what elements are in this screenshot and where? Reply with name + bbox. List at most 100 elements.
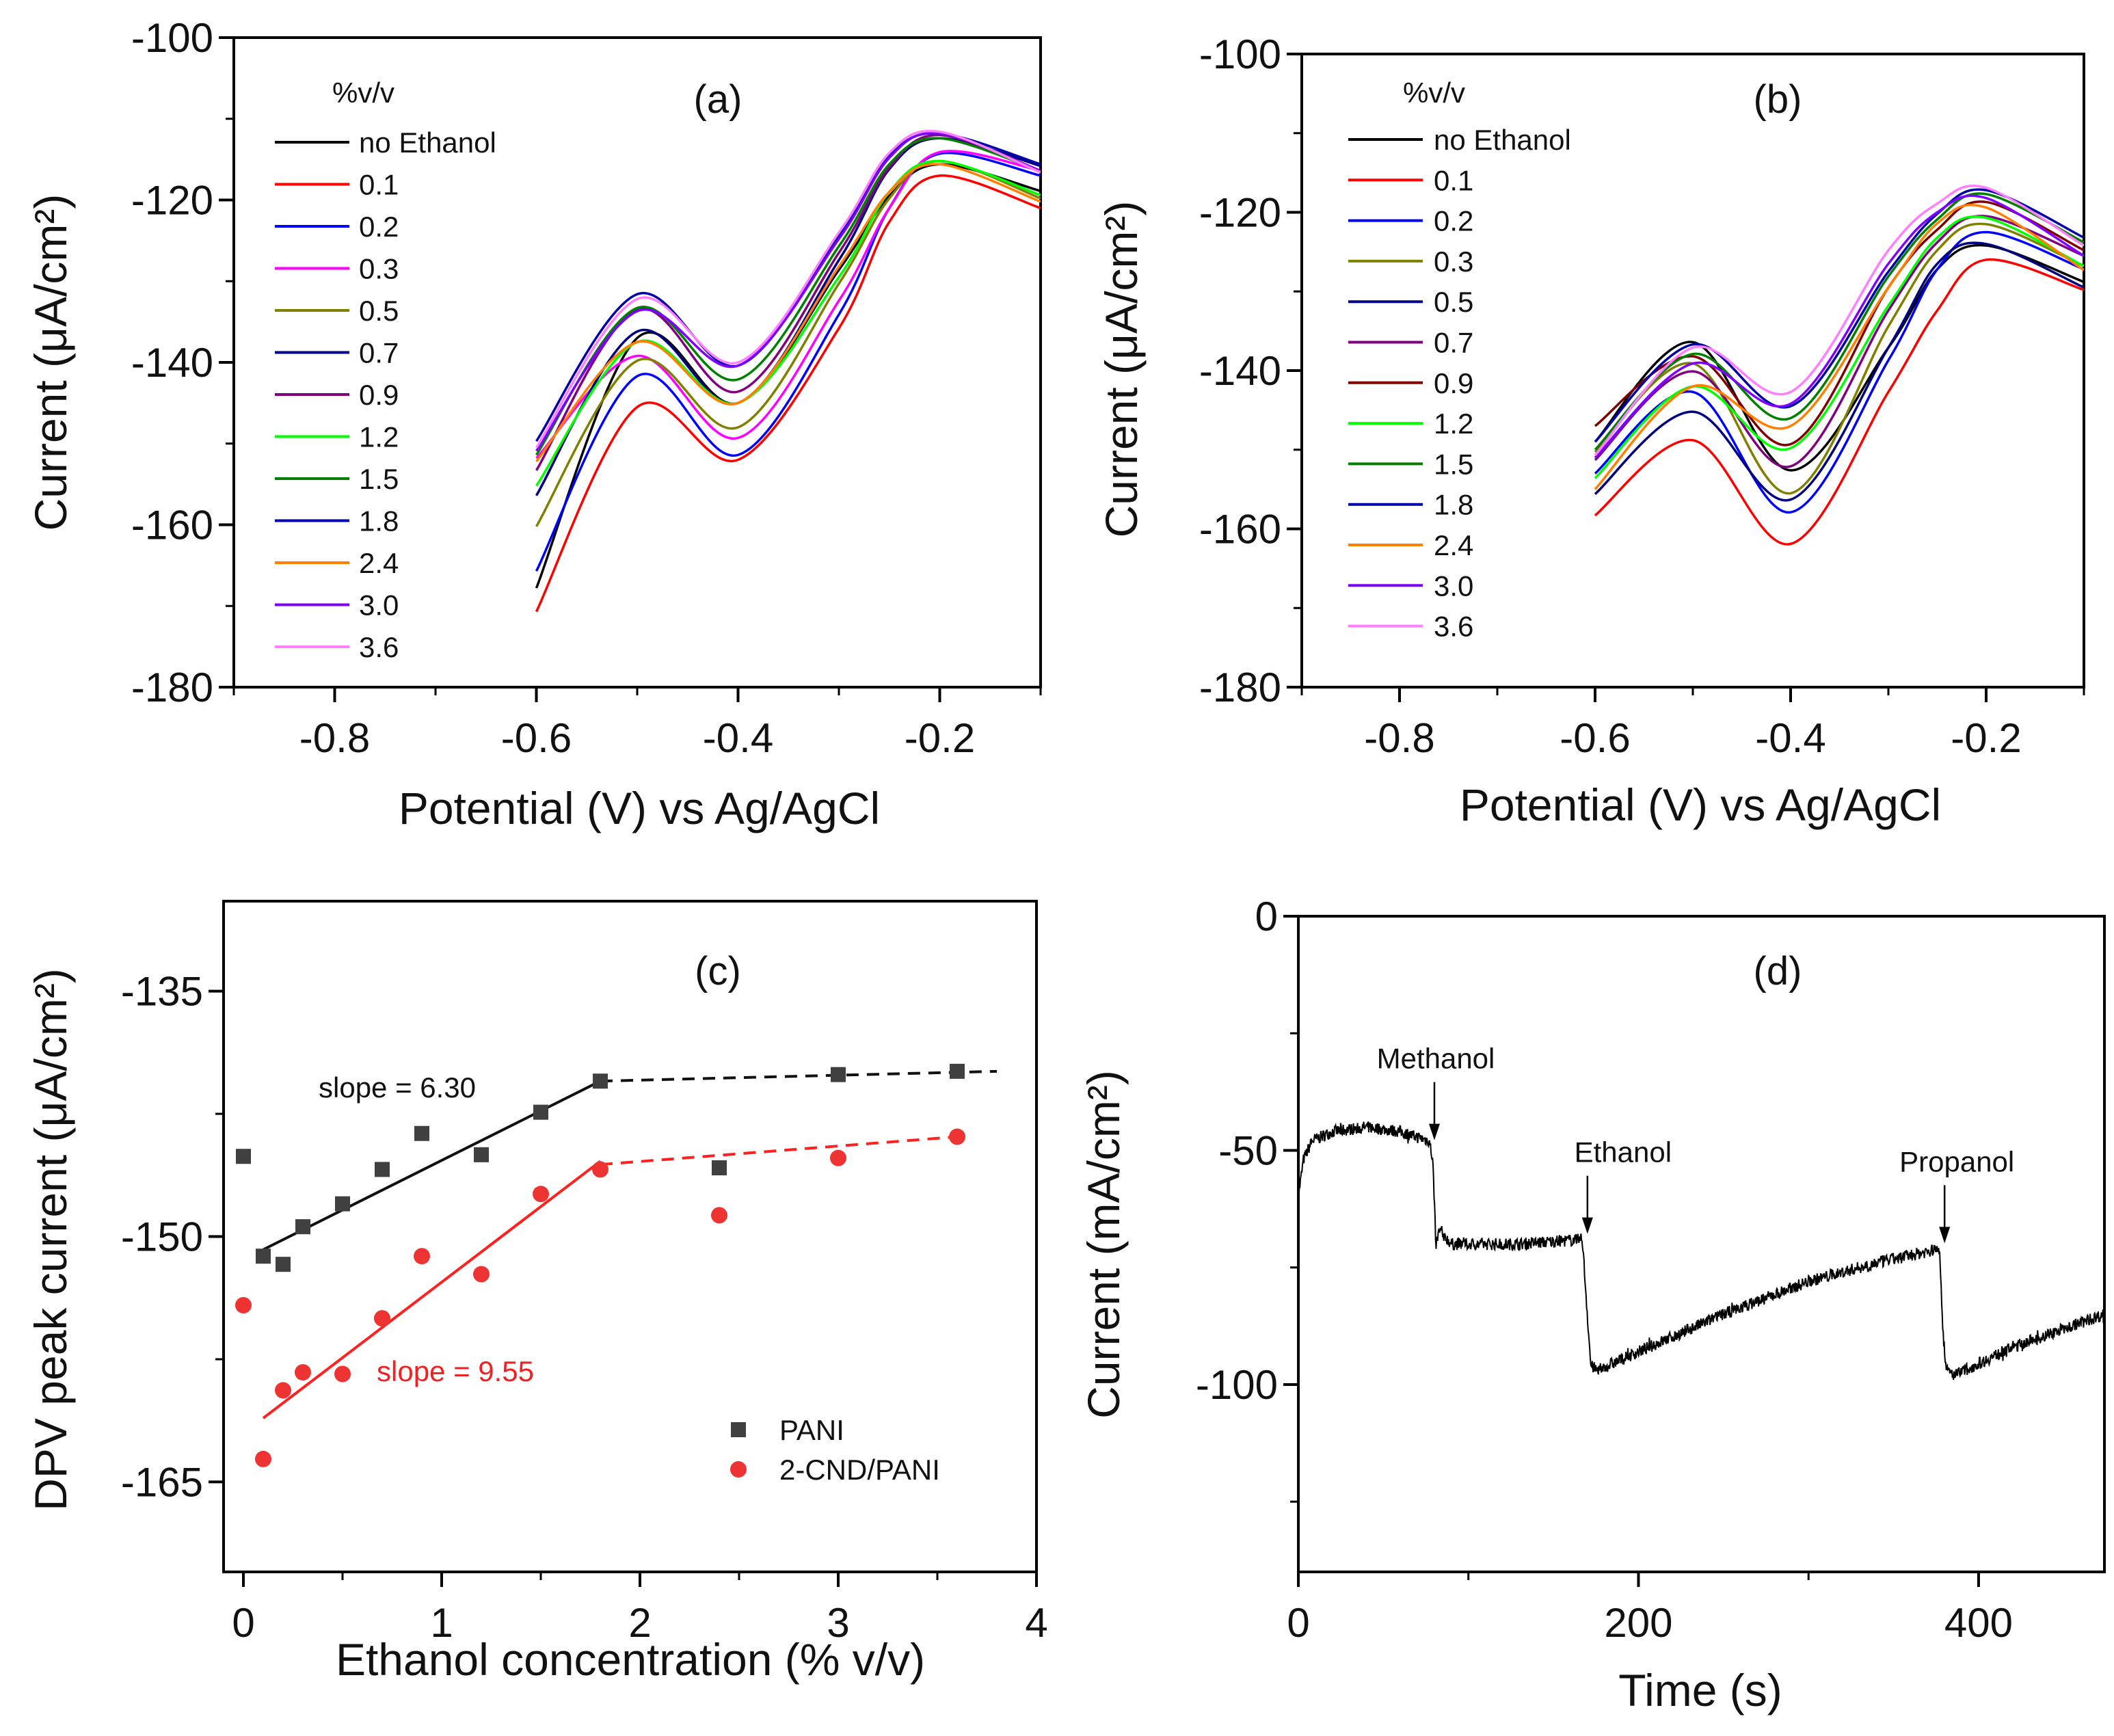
- legend-label: 3.0: [1434, 570, 1473, 602]
- y-axis-title: Current (μA/cm²): [25, 194, 76, 531]
- y-tick-label: -165: [121, 1459, 203, 1505]
- x-tick-label: 1: [430, 1600, 453, 1646]
- data-point-pani: [375, 1162, 390, 1177]
- legend-label: 0.9: [1434, 367, 1473, 399]
- x-tick-label: -0.2: [905, 715, 975, 761]
- x-tick-label: 0: [1287, 1600, 1309, 1646]
- data-point-2-cnd-pani: [711, 1207, 727, 1224]
- y-tick-label: 0: [1255, 894, 1278, 939]
- arrow-head-icon: [1939, 1227, 1951, 1244]
- legend-label: 2-CND/PANI: [779, 1454, 940, 1486]
- plot-frame: [1297, 915, 2106, 1573]
- current-trace: [1298, 1121, 2104, 1380]
- data-point-2-cnd-pani: [334, 1365, 351, 1383]
- series-line-0.2: [535, 151, 1041, 572]
- x-tick-label: -0.4: [703, 715, 773, 761]
- series-line-3.6: [1594, 184, 2084, 457]
- y-axis-title: Current (μA/cm²): [1096, 201, 1147, 538]
- series-line-3.0: [1594, 194, 2084, 459]
- data-point-2-cnd-pani: [949, 1128, 965, 1145]
- x-tick-label: 400: [1944, 1600, 2013, 1646]
- legend-label: no Ethanol: [359, 126, 496, 159]
- slope-label-pani: slope = 6.30: [319, 1071, 476, 1104]
- y-tick-label: -100: [1199, 31, 1281, 77]
- legend-label: 0.1: [1434, 164, 1473, 196]
- x-tick-label: -0.2: [1951, 715, 2021, 761]
- data-point-2-cnd-pani: [255, 1450, 271, 1467]
- legend-label: 1.8: [1434, 489, 1473, 521]
- panel-label: (c): [695, 949, 741, 993]
- series-line-1.5: [1594, 192, 2084, 451]
- panel-a: -0.8 -0.6 -0.4 -0.2 -100 -120 -140 -160 -180 Pote…: [25, 15, 1042, 833]
- series-line-2.4: [1594, 203, 2084, 490]
- y-tick-label: -100: [1196, 1362, 1278, 1408]
- series-line-0.1: [1594, 258, 2084, 546]
- y-tick-label: -180: [131, 665, 213, 710]
- data-point-2-cnd-pani: [414, 1248, 430, 1265]
- legend-label: 0.2: [1434, 205, 1473, 237]
- data-point-2-cnd-pani: [235, 1296, 252, 1313]
- x-axis-title: Potential (V) vs Ag/AgCl: [1460, 779, 1941, 830]
- series-line-3.6: [535, 130, 1041, 449]
- annotation-label: Propanol: [1899, 1145, 2014, 1177]
- series-line-0.5: [1594, 241, 2084, 502]
- data-point-2-cnd-pani: [473, 1266, 490, 1283]
- y-tick-label: -100: [131, 15, 213, 61]
- y-axis-title: Current (mA/cm²): [1078, 1070, 1129, 1419]
- x-tick-label: 4: [1025, 1600, 1047, 1646]
- series-line-no-ethanol: [1594, 243, 2084, 472]
- series-line-2.4: [535, 163, 1041, 463]
- y-tick-label: -135: [121, 969, 203, 1015]
- arrow-head-icon: [1581, 1217, 1593, 1234]
- legend-label: 0.7: [1434, 327, 1473, 359]
- data-point-pani: [712, 1160, 727, 1176]
- legend-label: 3.0: [359, 589, 399, 622]
- legend-label: 1.5: [359, 463, 399, 495]
- x-tick-label: 200: [1604, 1600, 1672, 1646]
- data-point-2-cnd-pani: [295, 1364, 311, 1381]
- x-tick-label: -0.6: [1560, 715, 1630, 761]
- x-axis-title: Ethanol concentration (% v/v): [336, 1634, 925, 1685]
- legend-label: 0.7: [359, 337, 399, 369]
- plot-area: [1594, 184, 2084, 546]
- series-line-1.8: [1594, 188, 2084, 443]
- legend-title: %v/v: [332, 77, 394, 109]
- panel-d: 0 200 400 0 -50 -100 Time (s) Current (mA/cm²) (…: [1078, 894, 2106, 1715]
- y-tick-label: -150: [121, 1214, 203, 1260]
- legend-label: 0.9: [359, 379, 399, 411]
- series-line-0.2: [1594, 230, 2084, 513]
- x-tick-label: -0.6: [501, 715, 572, 761]
- data-point-pani: [256, 1248, 271, 1264]
- panel-label: (b): [1754, 77, 1802, 122]
- y-tick-label: -50: [1218, 1128, 1278, 1174]
- slope-label-2-cnd-pani: slope = 9.55: [377, 1355, 534, 1387]
- x-tick-label: 0: [232, 1600, 254, 1646]
- x-tick-label: -0.8: [1364, 715, 1434, 761]
- legend-label: 0.5: [359, 295, 399, 327]
- data-point-2-cnd-pani: [830, 1149, 846, 1166]
- figure-panels: -0.8 -0.6 -0.4 -0.2 -100 -120 -140 -160 -180 Pote…: [25, 15, 2106, 1715]
- data-point-pani: [236, 1149, 251, 1164]
- fit-line-solid: [262, 1160, 602, 1419]
- legend-label: 0.3: [359, 253, 399, 285]
- legend-label: 1.2: [359, 421, 399, 453]
- fit-line-dashed: [600, 1135, 958, 1166]
- y-tick-label: -160: [131, 503, 213, 548]
- y-axis-title: DPV peak current (μA/cm²): [25, 968, 76, 1511]
- y-tick-label: -140: [1199, 348, 1281, 394]
- x-tick-label: 2: [628, 1600, 651, 1646]
- panel-c: 0 1 2 3 4 -135 -150 -165 Ethanol concentration (…: [25, 900, 1048, 1685]
- legend-label: 0.2: [359, 211, 399, 243]
- legend-marker: [731, 1422, 746, 1437]
- panel-label: (d): [1754, 949, 1802, 993]
- fit-line-dashed: [600, 1069, 998, 1083]
- legend-label: 3.6: [1434, 611, 1473, 643]
- series-line-0.1: [535, 174, 1041, 613]
- y-tick-label: -120: [1199, 190, 1281, 236]
- data-point-pani: [950, 1063, 965, 1079]
- legend-label: 2.4: [1434, 529, 1473, 561]
- series-line-1.2: [535, 159, 1041, 487]
- panel-label: (a): [694, 77, 742, 122]
